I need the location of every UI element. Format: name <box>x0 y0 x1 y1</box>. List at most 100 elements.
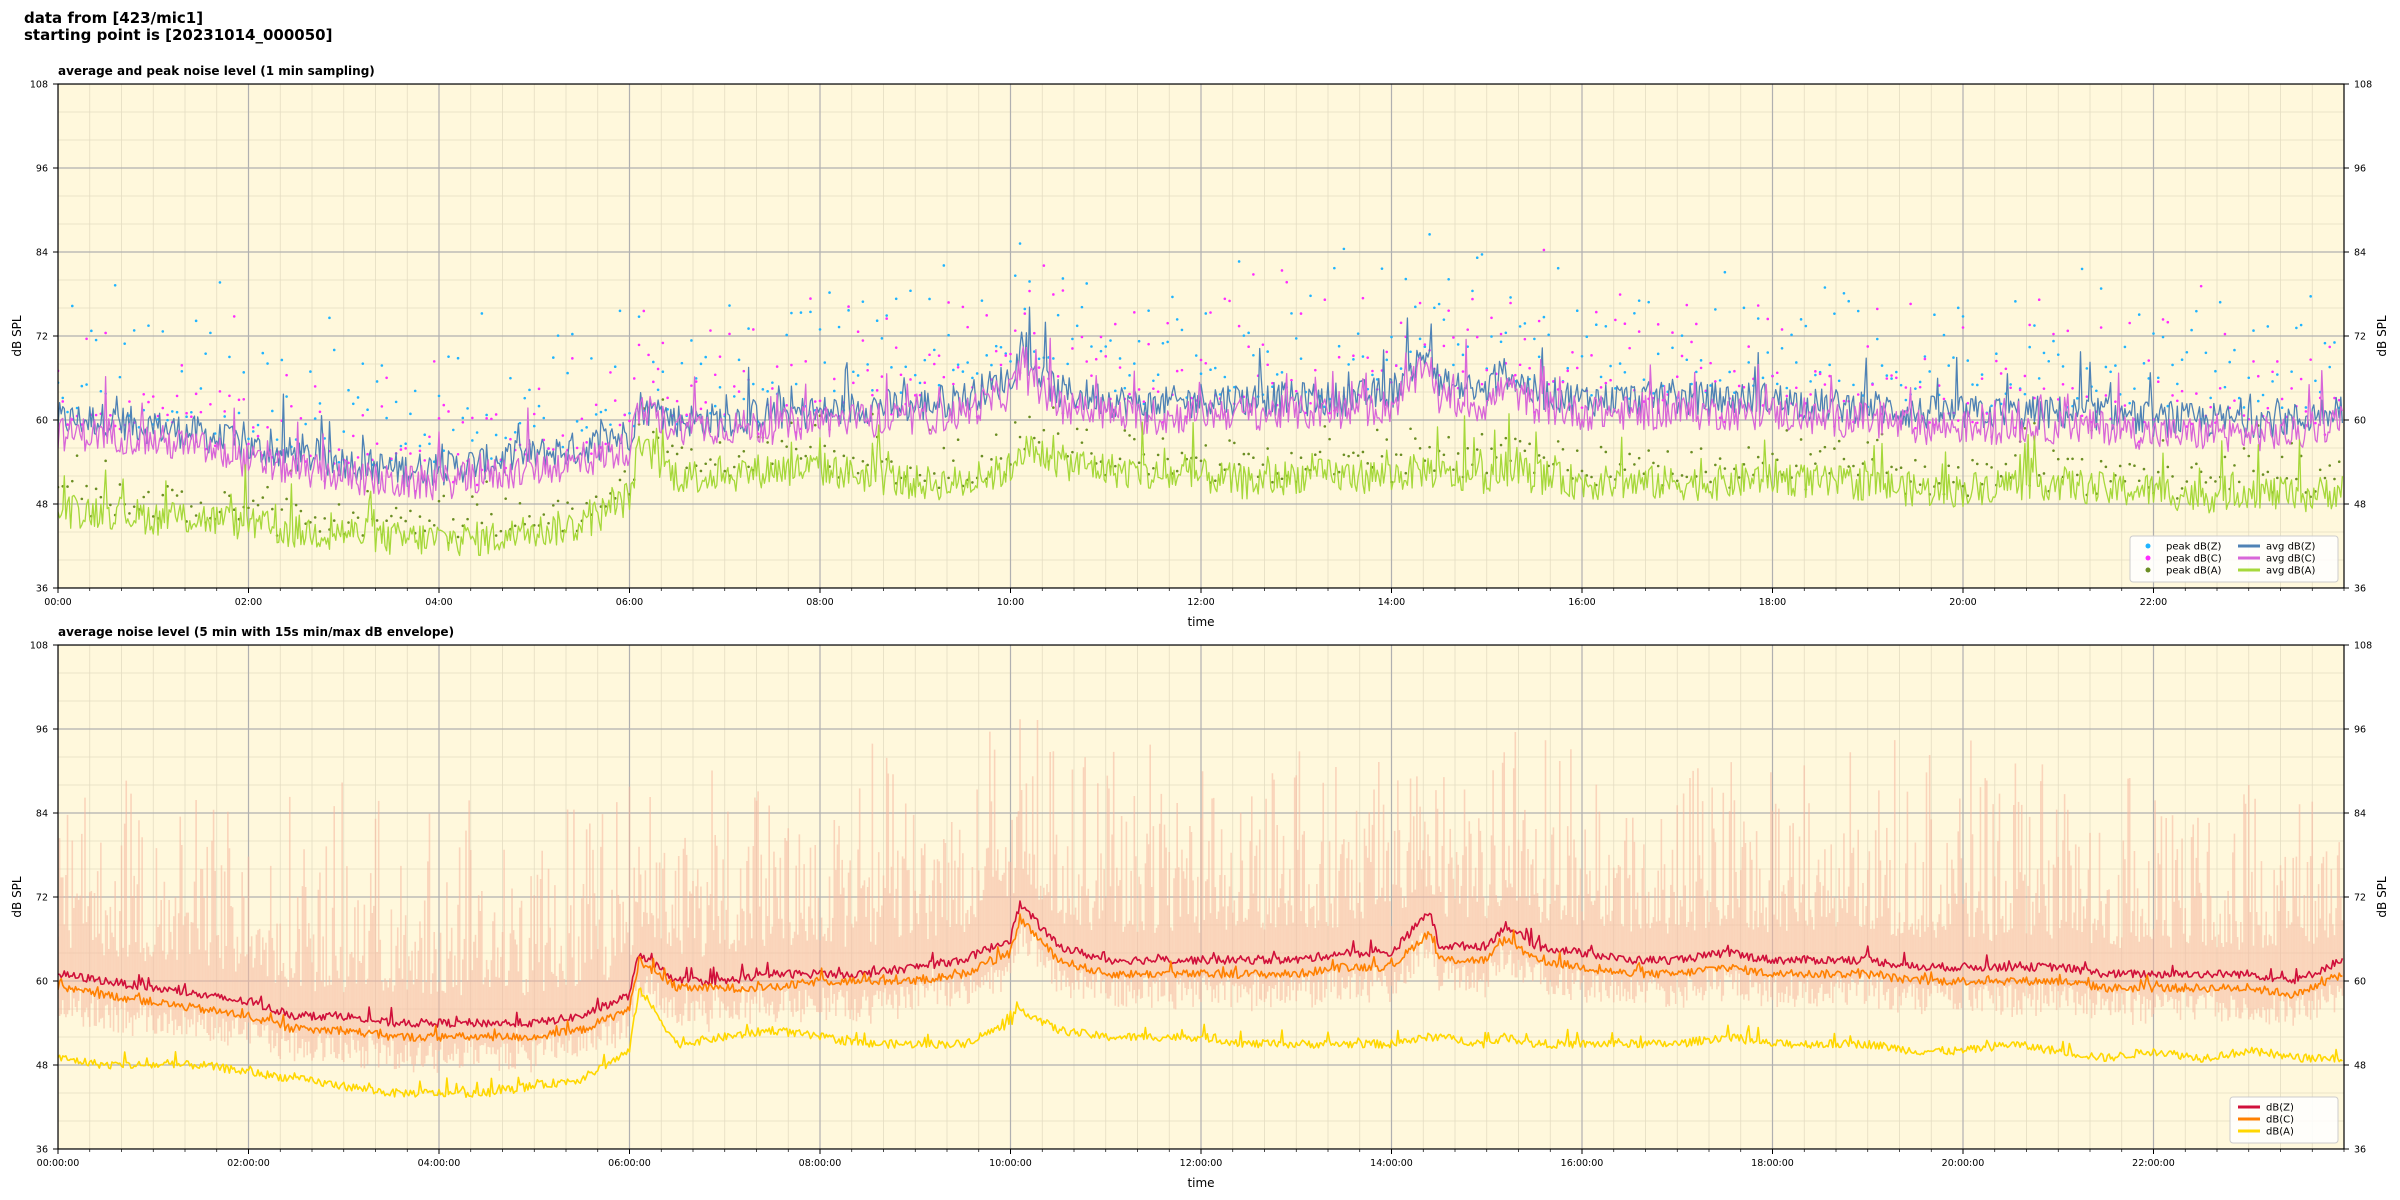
peak-point <box>1637 330 1641 333</box>
peak-point <box>271 409 274 413</box>
peak-point <box>1885 374 1889 377</box>
peak-point <box>1218 463 1222 466</box>
peak-point <box>2204 351 2208 355</box>
peak-point <box>2280 397 2284 401</box>
peak-point <box>228 494 231 498</box>
peak-point <box>2061 365 2065 368</box>
peak-point <box>2023 392 2027 396</box>
peak-point <box>94 413 98 417</box>
chart-title: average and peak noise level (1 min samp… <box>58 64 375 78</box>
peak-point <box>2337 460 2341 464</box>
peak-point <box>1795 361 1798 364</box>
peak-point <box>518 502 522 505</box>
peak-point <box>1156 390 1160 393</box>
peak-point <box>2037 377 2041 380</box>
peak-point <box>2171 475 2174 478</box>
y-tick-label-right: 60 <box>2354 977 2366 988</box>
peak-point <box>1013 274 1017 277</box>
peak-point <box>1594 323 1598 327</box>
peak-point <box>1633 463 1636 466</box>
peak-point <box>1018 435 1022 439</box>
peak-point <box>1033 331 1036 335</box>
peak-point <box>1466 446 1469 450</box>
peak-point <box>1523 449 1527 453</box>
peak-point <box>823 361 827 364</box>
peak-point <box>899 391 903 394</box>
peak-point <box>1094 357 1098 361</box>
peak-point <box>2247 376 2251 380</box>
peak-point <box>1575 309 1579 313</box>
peak-point <box>1309 401 1312 405</box>
peak-point <box>70 304 74 308</box>
peak-point <box>1514 437 1517 441</box>
peak-point <box>171 410 174 413</box>
peak-point <box>394 506 398 510</box>
peak-point <box>1356 454 1360 457</box>
peak-point <box>671 444 674 448</box>
peak-point <box>2242 406 2246 409</box>
peak-point <box>1180 368 1184 372</box>
peak-point <box>1928 370 1931 373</box>
peak-point <box>390 457 393 461</box>
peak-point <box>1795 464 1798 468</box>
legend-label: dB(Z) <box>2266 1103 2294 1114</box>
peak-point <box>1533 337 1536 341</box>
peak-point <box>766 441 769 444</box>
peak-point <box>637 343 641 347</box>
peak-point <box>771 381 774 384</box>
peak-point <box>804 454 808 458</box>
peak-point <box>628 419 631 423</box>
peak-point <box>571 357 574 360</box>
peak-point <box>813 400 817 403</box>
peak-point <box>1133 311 1136 314</box>
peak-point <box>1837 439 1841 443</box>
peak-point <box>1628 346 1631 350</box>
peak-point <box>1309 294 1312 298</box>
peak-point <box>1542 456 1546 459</box>
peak-point <box>480 312 484 315</box>
peak-point <box>256 423 260 427</box>
peak-point <box>952 382 955 386</box>
peak-point <box>309 370 312 373</box>
peak-point <box>2223 385 2227 389</box>
peak-point <box>2190 466 2193 469</box>
peak-point <box>537 404 541 408</box>
peak-point <box>1147 309 1150 312</box>
legend-marker <box>2145 567 2151 573</box>
peak-point <box>1809 380 1812 383</box>
peak-point <box>161 493 165 497</box>
peak-point <box>2056 398 2060 401</box>
chart-1: 36 36 48 48 60 60 72 72 84 84 96 96 108 108 00:00 02:00… <box>10 64 2389 629</box>
peak-point <box>1747 361 1750 364</box>
peak-point <box>752 328 755 331</box>
peak-point <box>1971 420 1974 424</box>
peak-point <box>2199 284 2203 288</box>
peak-point <box>1056 432 1060 435</box>
peak-point <box>442 494 446 498</box>
peak-point <box>199 501 203 505</box>
peak-point <box>1090 374 1093 377</box>
peak-point <box>1980 377 1984 380</box>
peak-point <box>2071 387 2074 390</box>
peak-point <box>366 489 369 493</box>
peak-point <box>247 442 250 446</box>
peak-point <box>866 463 869 467</box>
peak-point <box>2261 393 2265 397</box>
peak-point <box>1261 463 1265 466</box>
peak-point <box>190 410 193 414</box>
peak-point <box>1747 446 1750 449</box>
peak-point <box>1328 437 1331 441</box>
peak-point <box>2276 360 2279 363</box>
peak-point <box>1275 373 1279 376</box>
peak-point <box>1561 447 1565 451</box>
peak-point <box>742 397 746 401</box>
peak-point <box>504 497 507 500</box>
peak-point <box>466 517 469 521</box>
peak-point <box>1433 306 1436 310</box>
peak-point <box>361 362 365 365</box>
peak-point <box>1895 468 1898 471</box>
peak-point <box>1423 343 1427 346</box>
figure-title-line-1: data from [423/mic1] <box>24 9 204 27</box>
peak-point <box>2304 406 2308 409</box>
peak-point <box>1213 479 1217 483</box>
